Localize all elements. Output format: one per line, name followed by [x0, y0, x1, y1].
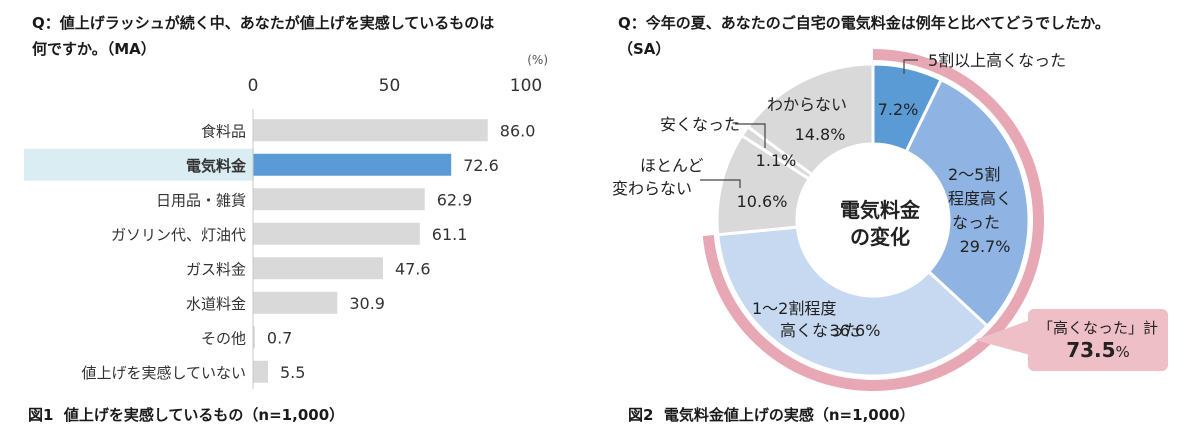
category-label: 日用品・雑貨 — [156, 191, 246, 209]
slice-value-label: 29.7% — [960, 237, 1011, 256]
value-label: 0.7 — [267, 328, 292, 347]
highlight-row-band — [24, 148, 254, 181]
slice-label-1-2-b: 高くなった — [780, 321, 860, 340]
donut-slices — [715, 62, 1031, 378]
pie-question-line1: Q：今年の夏、あなたのご自宅の電気料金は例年と比べてどうでしたか。 — [618, 14, 1110, 32]
bar-question-line1: Q：値上げラッシュが続く中、あなたが値上げを実感しているものは — [32, 14, 495, 32]
value-label: 86.0 — [500, 121, 536, 140]
slice-label-2-5-b: 程度高く — [948, 189, 1012, 208]
value-label: 30.9 — [349, 294, 385, 313]
slice-label-wakaranai: わからない — [767, 95, 847, 114]
value-label: 61.1 — [432, 225, 468, 244]
slice-label-hotondo-1: ほとんど — [640, 156, 704, 175]
bar-unit-label: (%) — [527, 53, 548, 67]
category-label: ガソリン代、灯油代 — [111, 226, 246, 244]
category-label: ガス料金 — [186, 260, 246, 278]
pie-caption: 図2 電気料金値上げの実感（n=1,000） — [628, 406, 915, 424]
slice-value-label: 7.2% — [878, 100, 919, 119]
bar — [253, 326, 255, 349]
donut-center-line2: の変化 — [850, 225, 910, 249]
bar-question: Q：値上げラッシュが続く中、あなたが値上げを実感しているものは 何ですか。（MA… — [32, 10, 494, 62]
bar — [253, 153, 452, 176]
slice-value-label: 1.1% — [756, 151, 797, 170]
bar — [253, 222, 420, 245]
value-label: 72.6 — [463, 156, 499, 175]
donut-slice — [716, 225, 990, 378]
donut-slice — [745, 62, 875, 177]
category-label: 値上げを実感していない — [81, 364, 246, 382]
category-label: その他 — [201, 329, 246, 347]
total-callout: 「高くなった」計 73.5% — [1028, 309, 1168, 371]
x-tick-label: 0 — [248, 76, 259, 96]
slice-value-label: 36.6% — [830, 321, 881, 340]
value-label: 5.5 — [280, 363, 305, 382]
slice-label-2-5-c: なった — [952, 213, 1000, 232]
slice-label-1-2-a: 1～2割程度 — [752, 299, 836, 318]
pie-question: Q：今年の夏、あなたのご自宅の電気料金は例年と比べてどうでしたか。 （SA） — [618, 10, 1110, 62]
category-label: 電気料金 — [186, 157, 247, 175]
slice-label-5wari: 5割以上高くなった — [928, 51, 1066, 70]
value-label: 62.9 — [437, 190, 473, 209]
bar — [253, 188, 425, 211]
callout-unit: % — [1115, 343, 1130, 361]
bar-chart: (%) 0 50 100 食料品 86.0 電気料金 72.6 日用品・雑貨 62.9 ガソリン代… — [24, 53, 548, 389]
donut-slice — [904, 77, 1031, 329]
slice-label-hotondo-2: 変わらない — [612, 179, 692, 198]
bar-caption: 図1 値上げを実感しているもの（n=1,000） — [28, 406, 345, 424]
slice-label-2-5-a: 2～5割 — [948, 165, 1000, 184]
pie-leader-lines — [700, 59, 918, 188]
callout-label: 「高くなった」計 — [1037, 319, 1158, 337]
slice-value-label: 10.6% — [737, 192, 788, 211]
category-label: 食料品 — [201, 122, 246, 140]
bar — [253, 291, 338, 314]
value-label: 47.6 — [395, 259, 431, 278]
bar — [253, 257, 383, 280]
x-tick-label: 50 — [379, 76, 401, 96]
x-tick-label: 100 — [510, 76, 542, 96]
donut-center-line1: 電気料金 — [840, 198, 921, 222]
slice-value-label: 14.8% — [795, 125, 846, 144]
category-label: 水道料金 — [186, 295, 246, 313]
callout-pointer — [975, 320, 1030, 355]
bar — [253, 360, 269, 383]
callout-total: 73.5% — [1028, 338, 1168, 362]
pie-question-line2: （SA） — [618, 40, 671, 58]
bar-question-line2: 何ですか。（MA） — [32, 40, 156, 58]
slice-label-yasuku: 安くなった — [660, 115, 740, 134]
bar — [253, 119, 488, 142]
callout-value: 73.5 — [1066, 338, 1116, 362]
